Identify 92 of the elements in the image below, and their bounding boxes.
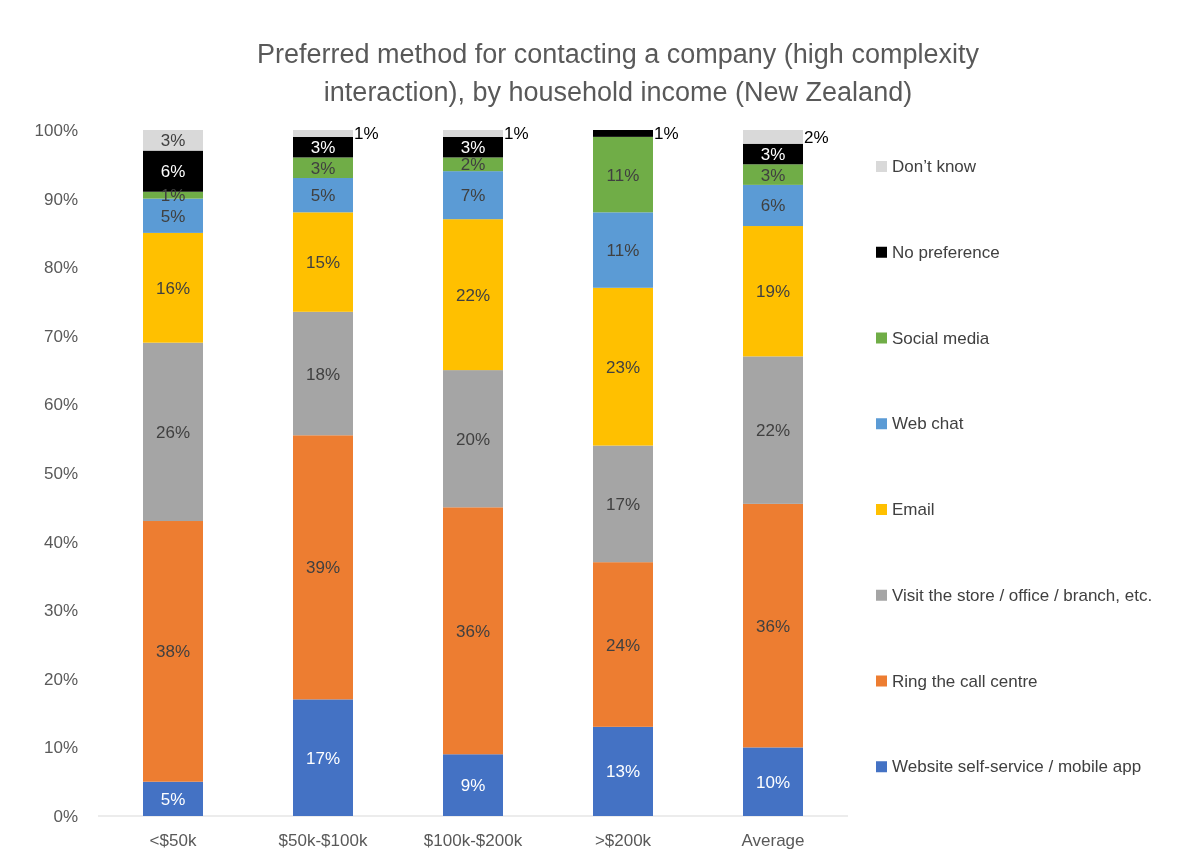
data-label: 22% (455, 285, 491, 305)
data-label: 1% (354, 124, 379, 144)
data-label: 7% (460, 186, 486, 206)
data-label: 10% (755, 772, 791, 792)
bar (743, 503, 803, 748)
data-label: 24% (605, 635, 641, 655)
y-tick-label: 30% (43, 601, 78, 621)
bar (743, 130, 803, 144)
y-tick-label: 50% (43, 464, 78, 483)
legend-label: Social media (892, 328, 990, 348)
y-tick-label: 100% (34, 121, 78, 140)
y-tick-label: 0% (53, 807, 78, 826)
data-label: 5% (160, 789, 186, 809)
x-tick-label: Average (741, 831, 805, 850)
bar (443, 370, 503, 508)
data-label: 23% (605, 357, 641, 377)
x-tick-label: $100k-$200k (423, 831, 523, 850)
data-label: 3% (460, 138, 486, 158)
y-tick-label: 20% (43, 669, 78, 689)
data-label: 1% (654, 124, 679, 144)
data-label: 20% (455, 429, 491, 449)
bar (593, 726, 653, 816)
legend-label: Don’t know (892, 157, 977, 176)
data-label: 11% (606, 165, 640, 185)
bar (143, 521, 203, 782)
legend-label: Email (892, 500, 935, 519)
bar (593, 136, 653, 213)
bar (743, 184, 803, 227)
bar (293, 130, 353, 137)
bar (293, 212, 353, 312)
bar (143, 232, 203, 343)
bar (593, 212, 653, 288)
data-label: 36% (755, 616, 791, 636)
data-label: 18% (305, 364, 341, 384)
data-label: 2% (460, 155, 486, 175)
bar (743, 356, 803, 504)
x-tick-label: $50k-$100k (278, 831, 368, 850)
data-label: 36% (455, 621, 491, 641)
bar (293, 311, 353, 436)
bar (293, 178, 353, 213)
chart-title: Preferred method for contacting a company (high complexity interaction), by household income (New Zealand) (257, 39, 980, 107)
bar (443, 754, 503, 816)
data-label: 13% (605, 762, 641, 782)
y-tick-label: 60% (43, 395, 78, 415)
data-label: 39% (305, 558, 341, 578)
bar (443, 219, 503, 371)
legend-label: Website self-service / mobile app (892, 757, 1142, 777)
data-label: 17% (305, 748, 341, 768)
data-label: 2% (804, 127, 829, 147)
y-tick-label: 40% (43, 532, 78, 552)
data-label: 3% (760, 165, 786, 185)
y-tick-label: 10% (43, 738, 78, 758)
data-label: 6% (160, 162, 186, 182)
data-label: 22% (755, 421, 791, 441)
data-label: 19% (755, 282, 791, 302)
data-label: 1% (504, 124, 529, 144)
y-tick-label: 70% (43, 326, 78, 346)
bar (743, 226, 803, 357)
legend-label: No preference (892, 242, 1000, 262)
bar (743, 747, 803, 816)
bar (443, 130, 503, 137)
y-tick-label: 90% (43, 189, 78, 209)
bar (143, 781, 203, 816)
data-label: 5% (310, 186, 336, 206)
data-label: 17% (605, 494, 641, 514)
bar (293, 699, 353, 816)
x-tick-label: <$50k (149, 831, 197, 850)
data-label: 16% (155, 278, 191, 298)
bar (443, 171, 503, 220)
data-label: 3% (760, 145, 786, 165)
data-label: 3% (160, 131, 186, 151)
data-label: 6% (760, 196, 786, 216)
data-label: 9% (460, 776, 486, 796)
data-label: 3% (310, 158, 336, 178)
bar (593, 287, 653, 446)
data-label: 26% (155, 422, 191, 442)
bar (143, 342, 203, 522)
bar (593, 562, 653, 727)
y-tick-label: 80% (43, 258, 78, 278)
legend-label: Ring the call centre (892, 671, 1038, 691)
data-label: 3% (310, 138, 336, 158)
x-tick-label: >$200k (594, 831, 652, 850)
bar (593, 445, 653, 563)
legend-label: Visit the store / office / branch, etc. (892, 585, 1153, 605)
legend-label: Web chat (892, 414, 964, 434)
bar (293, 435, 353, 700)
bar (593, 130, 653, 137)
data-label: 38% (155, 642, 191, 662)
bar (443, 507, 503, 755)
data-label: 15% (305, 253, 341, 273)
data-label: 11% (606, 241, 640, 261)
data-label: 5% (160, 206, 186, 226)
